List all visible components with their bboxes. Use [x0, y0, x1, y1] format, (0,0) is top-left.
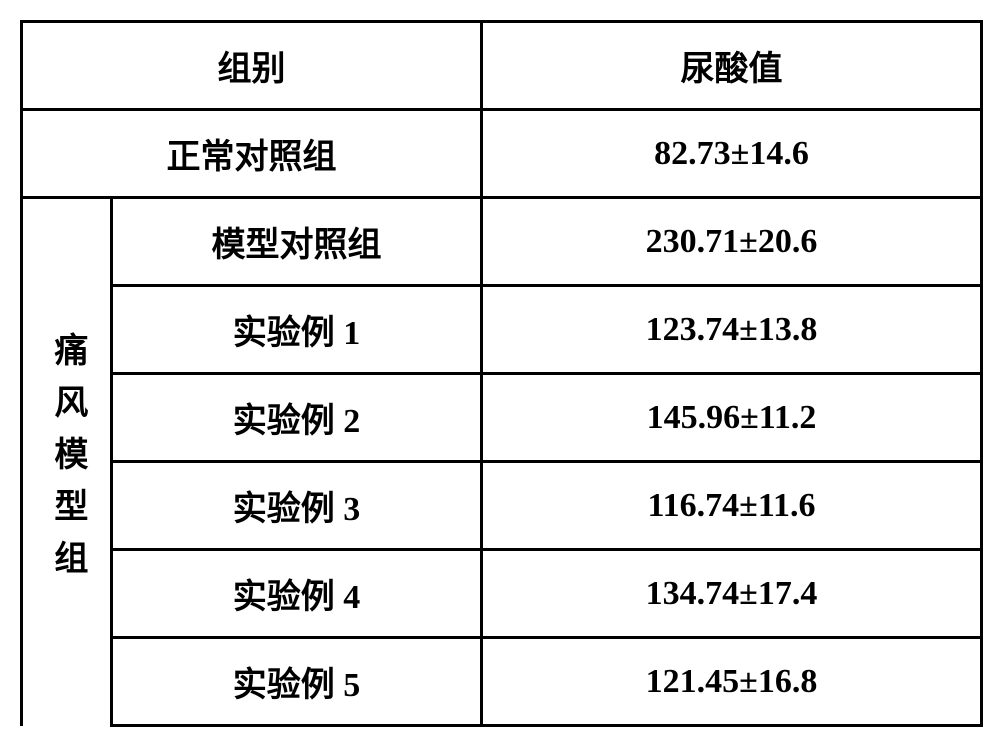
table-header-row: 组别 尿酸值 — [22, 22, 982, 110]
cell-value: 123.74±13.8 — [482, 286, 982, 374]
table-row: 实验例 4 134.74±17.4 — [22, 550, 982, 638]
cell-value: 145.96±11.2 — [482, 374, 982, 462]
col-header-group: 组别 — [22, 22, 482, 110]
cell-group: 模型对照组 — [112, 198, 482, 286]
cell-value: 121.45±16.8 — [482, 638, 982, 726]
table-row: 实验例 5 121.45±16.8 — [22, 638, 982, 726]
uric-acid-table: 组别 尿酸值 正常对照组 82.73±14.6 痛风模型组 模型对照组 230.… — [20, 20, 983, 727]
table-row: 实验例 1 123.74±13.8 — [22, 286, 982, 374]
table-row: 痛风模型组 模型对照组 230.71±20.6 — [22, 198, 982, 286]
table-container: 组别 尿酸值 正常对照组 82.73±14.6 痛风模型组 模型对照组 230.… — [20, 20, 980, 727]
cell-value-normal: 82.73±14.6 — [482, 110, 982, 198]
table-row: 正常对照组 82.73±14.6 — [22, 110, 982, 198]
cell-group: 实验例 4 — [112, 550, 482, 638]
cell-group: 实验例 2 — [112, 374, 482, 462]
table-row: 实验例 2 145.96±11.2 — [22, 374, 982, 462]
cell-value: 116.74±11.6 — [482, 462, 982, 550]
cell-group: 实验例 1 — [112, 286, 482, 374]
cell-value: 134.74±17.4 — [482, 550, 982, 638]
cell-group: 实验例 5 — [112, 638, 482, 726]
col-header-value: 尿酸值 — [482, 22, 982, 110]
cell-value: 230.71±20.6 — [482, 198, 982, 286]
table-row: 实验例 3 116.74±11.6 — [22, 462, 982, 550]
row-group-gout-label: 痛风模型组 — [22, 198, 112, 726]
cell-group: 实验例 3 — [112, 462, 482, 550]
cell-group-normal: 正常对照组 — [22, 110, 482, 198]
